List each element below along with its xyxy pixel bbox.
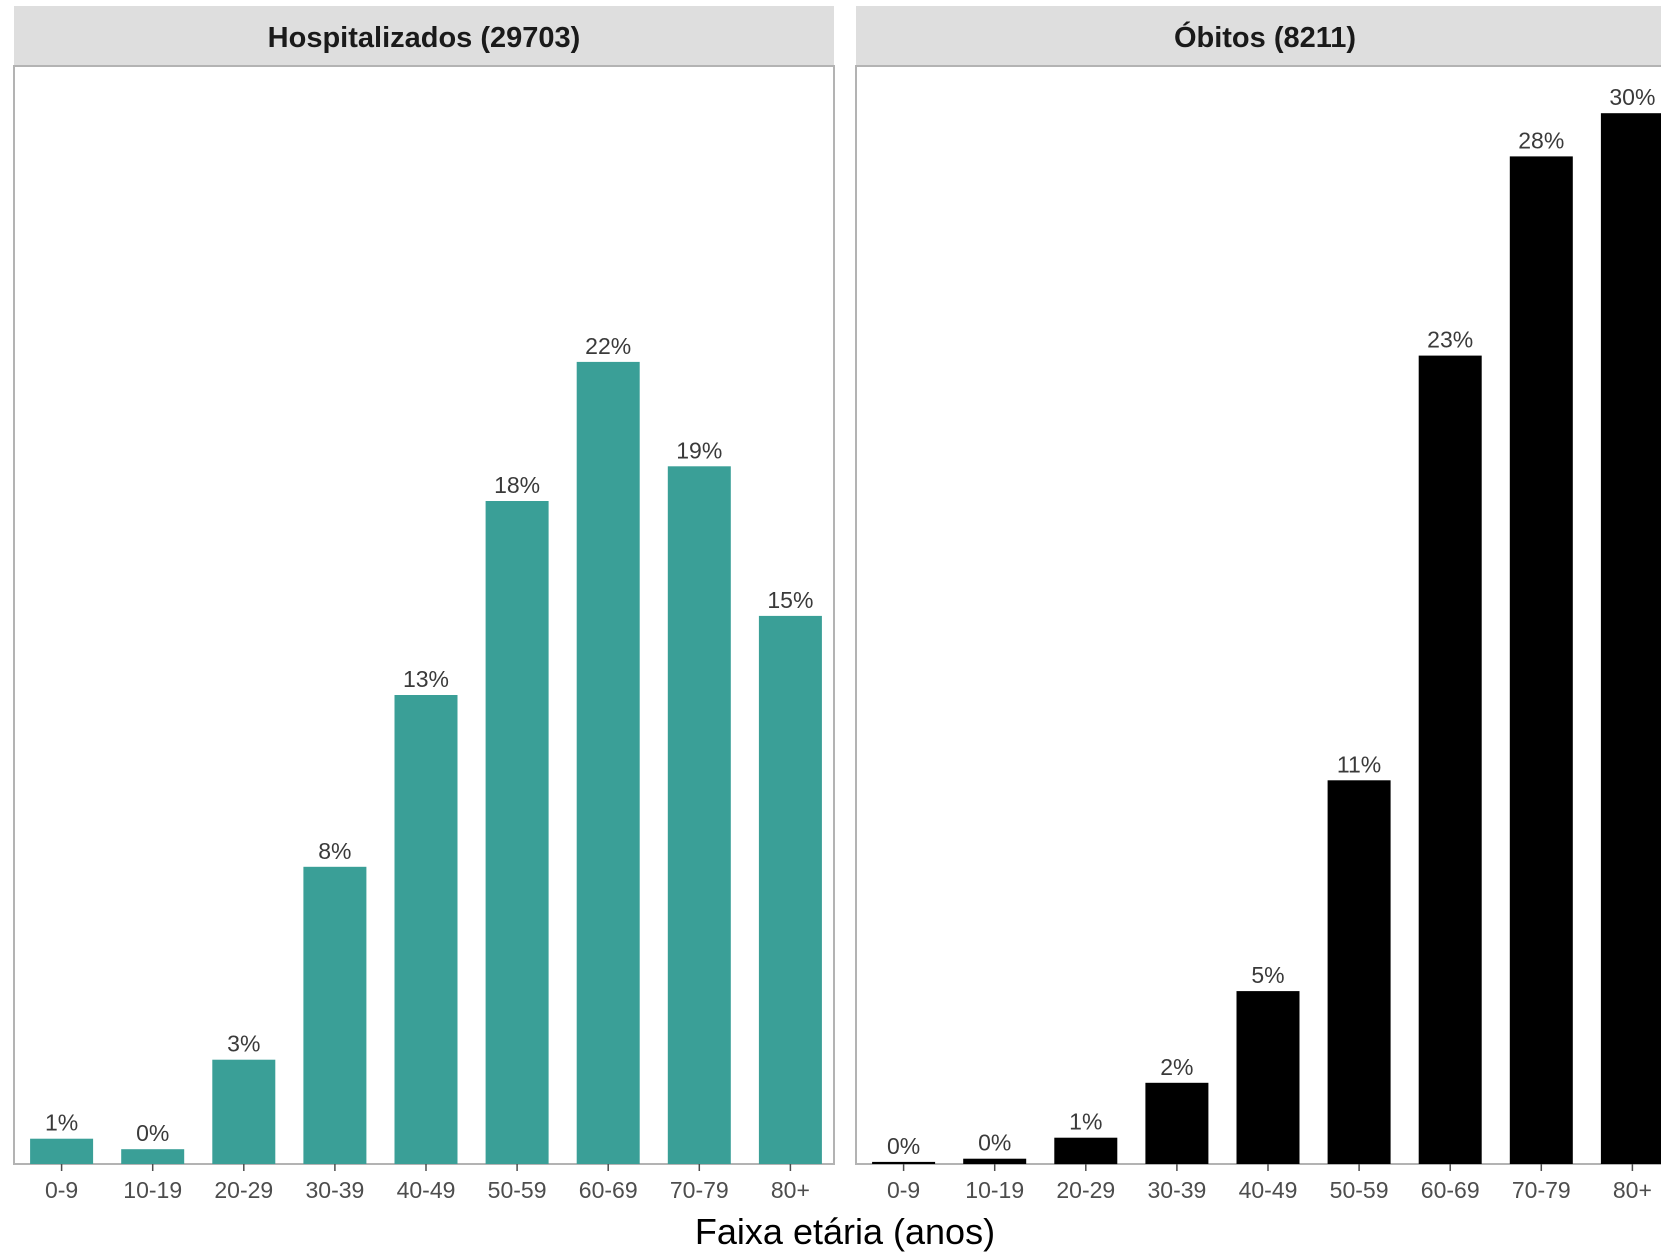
bars-group: 0% 0-9 0% 10-19 1% 20-29 2% 30-39 5% 40-49 11% 50-5…: [872, 84, 1661, 1203]
panel-title: Óbitos (8211): [1174, 20, 1356, 54]
x-tick-label: 40-49: [397, 1177, 456, 1203]
bar-60-69: [576, 361, 640, 1164]
x-tick-label: 20-29: [1056, 1177, 1115, 1203]
x-tick-label: 70-79: [670, 1177, 729, 1203]
data-label: 19%: [676, 437, 722, 463]
bar-60-69: [1418, 355, 1482, 1165]
data-label: 8%: [318, 838, 351, 864]
x-tick-label: 40-49: [1239, 1177, 1298, 1203]
data-label: 28%: [1518, 127, 1564, 153]
data-label: 3%: [227, 1031, 260, 1057]
data-label: 0%: [978, 1130, 1011, 1156]
data-label: 11%: [1337, 751, 1381, 777]
x-tick-label: 20-29: [214, 1177, 273, 1203]
bar-30-39: [303, 866, 367, 1164]
x-tick-label: 80+: [1613, 1177, 1652, 1203]
data-label: 0%: [136, 1120, 169, 1146]
bar-40-49: [394, 695, 458, 1164]
bar-0-9: [30, 1138, 94, 1164]
bar-80+: [1600, 113, 1661, 1165]
data-label: 2%: [1160, 1054, 1193, 1080]
strip-background: [14, 6, 834, 66]
bar-80+: [758, 615, 822, 1164]
bar-30-39: [1145, 1082, 1209, 1164]
data-label: 22%: [585, 333, 631, 359]
x-tick-label: 10-19: [965, 1177, 1024, 1203]
data-label: 1%: [45, 1110, 78, 1136]
data-label: 15%: [767, 587, 813, 613]
data-label: 0%: [887, 1133, 920, 1159]
data-label: 1%: [1069, 1109, 1102, 1135]
x-tick-label: 0-9: [887, 1177, 920, 1203]
bar-10-19: [963, 1158, 1027, 1164]
x-tick-label: 60-69: [579, 1177, 638, 1203]
bar-20-29: [1054, 1137, 1118, 1165]
x-tick-label: 30-39: [305, 1177, 364, 1203]
data-label: 18%: [494, 472, 540, 498]
bar-70-79: [1509, 156, 1573, 1164]
bar-70-79: [667, 466, 731, 1164]
data-label: 5%: [1251, 962, 1284, 988]
bar-50-59: [485, 501, 549, 1164]
strip-background: [856, 6, 1661, 66]
panel-hospitalizados: Hospitalizados (29703) 1% 0-9 0% 10-19 3% 20-…: [13, 6, 835, 1203]
panel-title: Hospitalizados (29703): [268, 22, 581, 54]
panel-obitos: Óbitos (8211) 0% 0-9 0% 10-19 1% 20-29 2% 30-39…: [855, 6, 1661, 1203]
data-label: 30%: [1609, 84, 1655, 110]
data-label: 23%: [1427, 327, 1473, 353]
x-tick-label: 50-59: [1330, 1177, 1389, 1203]
x-tick-label: 70-79: [1512, 1177, 1571, 1203]
x-tick-label: 0-9: [45, 1177, 78, 1203]
bar-10-19: [121, 1149, 185, 1164]
x-tick-label: 60-69: [1421, 1177, 1480, 1203]
x-tick-label: 80+: [771, 1177, 810, 1203]
x-tick-label: 10-19: [123, 1177, 182, 1203]
x-tick-label: 50-59: [488, 1177, 547, 1203]
bar-20-29: [212, 1059, 276, 1164]
x-axis-title: Faixa etária (anos): [695, 1211, 995, 1252]
bars-group: 1% 0-9 0% 10-19 3% 20-29 8% 30-39 13% 40-49 18% 50-…: [30, 333, 822, 1203]
data-label: 13%: [403, 666, 449, 692]
bar-0-9: [872, 1161, 936, 1164]
bar-40-49: [1236, 991, 1300, 1164]
bar-50-59: [1327, 780, 1391, 1164]
x-tick-label: 30-39: [1147, 1177, 1206, 1203]
